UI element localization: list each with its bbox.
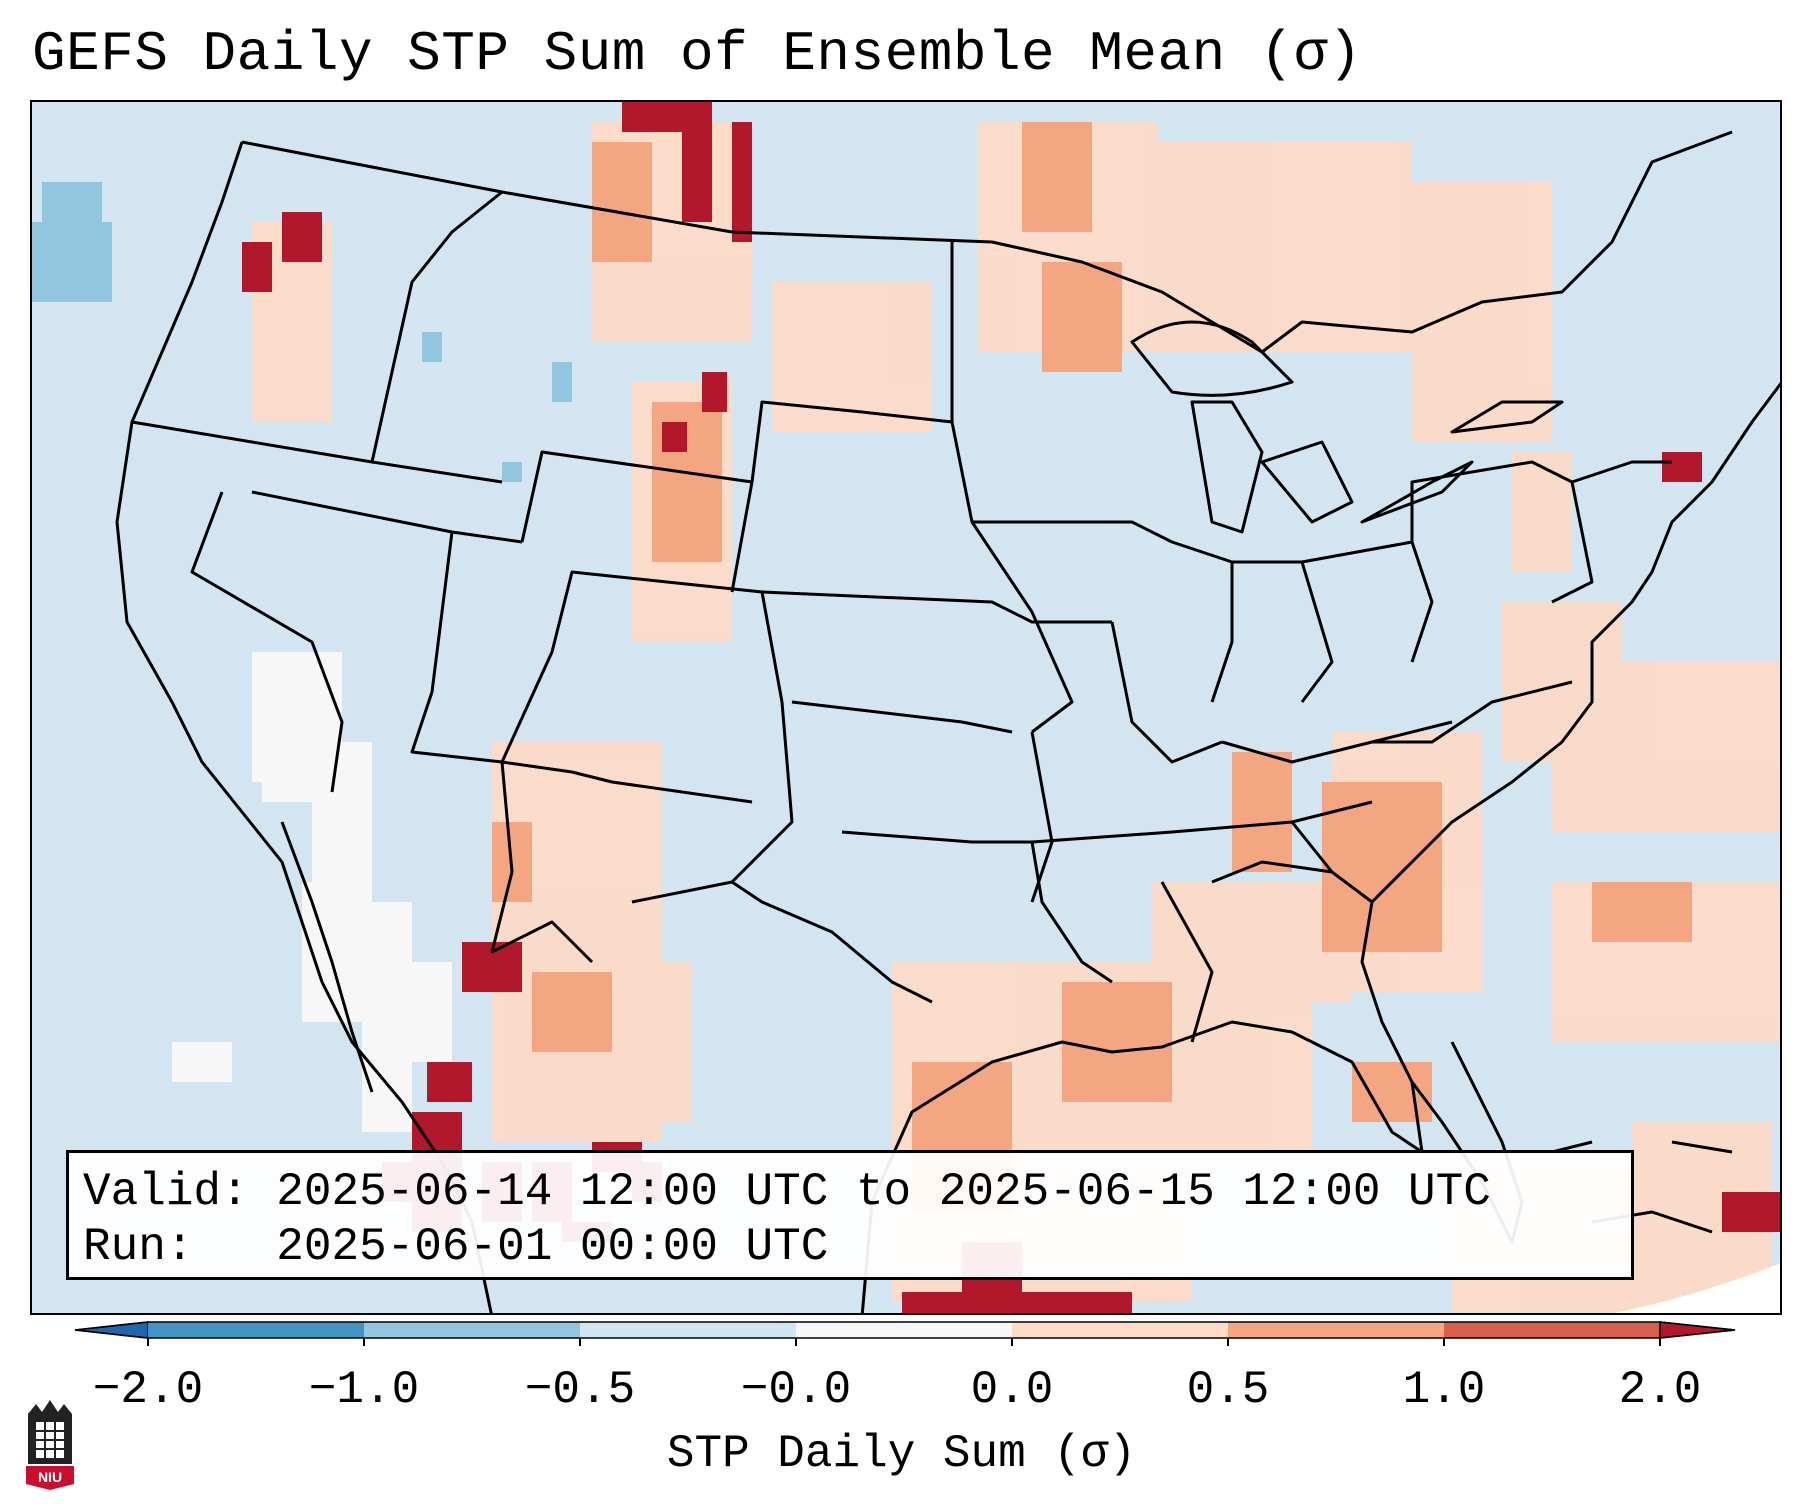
logo-text: NIU <box>38 1469 62 1485</box>
colorbar-under-arrow <box>74 1321 149 1339</box>
projection-edge <box>1613 1263 1780 1313</box>
run-row: Run: 2025-06-01 00:00 UTC <box>83 1220 1631 1275</box>
map-canvas <box>32 102 1780 1313</box>
colorbar-tick-label: 0.5 <box>1186 1364 1270 1416</box>
colorbar-segment <box>1012 1322 1229 1338</box>
colorbar-tick-label: −2.0 <box>92 1364 204 1416</box>
valid-value: 2025-06-14 12:00 UTC to 2025-06-15 12:00… <box>276 1166 1491 1218</box>
colorbar-segment <box>148 1322 365 1338</box>
colorbar-label: STP Daily Sum (σ) <box>666 1428 1137 1480</box>
colorbar-tick-label: 0.0 <box>970 1364 1054 1416</box>
colorbar-tick-label: −0.5 <box>524 1364 636 1416</box>
coastlines-and-borders <box>115 130 1780 1313</box>
colorbar-segment <box>1228 1322 1445 1338</box>
colorbar-tick-label: 1.0 <box>1402 1364 1486 1416</box>
run-value: 2025-06-01 00:00 UTC <box>276 1221 829 1273</box>
map-panel <box>30 100 1782 1315</box>
run-label: Run: <box>83 1221 194 1273</box>
valid-label: Valid: <box>83 1166 249 1218</box>
colorbar-segment <box>1444 1322 1661 1338</box>
colorbar-outline <box>74 1321 1736 1339</box>
colorbar-segment <box>364 1322 581 1338</box>
valid-row: Valid: 2025-06-14 12:00 UTC to 2025-06-1… <box>83 1165 1631 1220</box>
colorbar-segment <box>796 1322 1013 1338</box>
colorbar-segment <box>580 1322 797 1338</box>
colorbar-tick-label: −1.0 <box>308 1364 420 1416</box>
colorbar-tick-label: 2.0 <box>1618 1364 1702 1416</box>
anomaly-negative <box>32 182 572 482</box>
colorbar-tick-label: −0.0 <box>740 1364 852 1416</box>
niu-logo-icon: NIU <box>26 1400 74 1490</box>
anomaly-near-zero <box>172 652 452 1132</box>
colorbar-over-arrow <box>1659 1321 1736 1339</box>
chart-title: GEFS Daily STP Sum of Ensemble Mean (σ) <box>32 22 1363 86</box>
info-box: Valid: 2025-06-14 12:00 UTC to 2025-06-1… <box>66 1150 1634 1280</box>
